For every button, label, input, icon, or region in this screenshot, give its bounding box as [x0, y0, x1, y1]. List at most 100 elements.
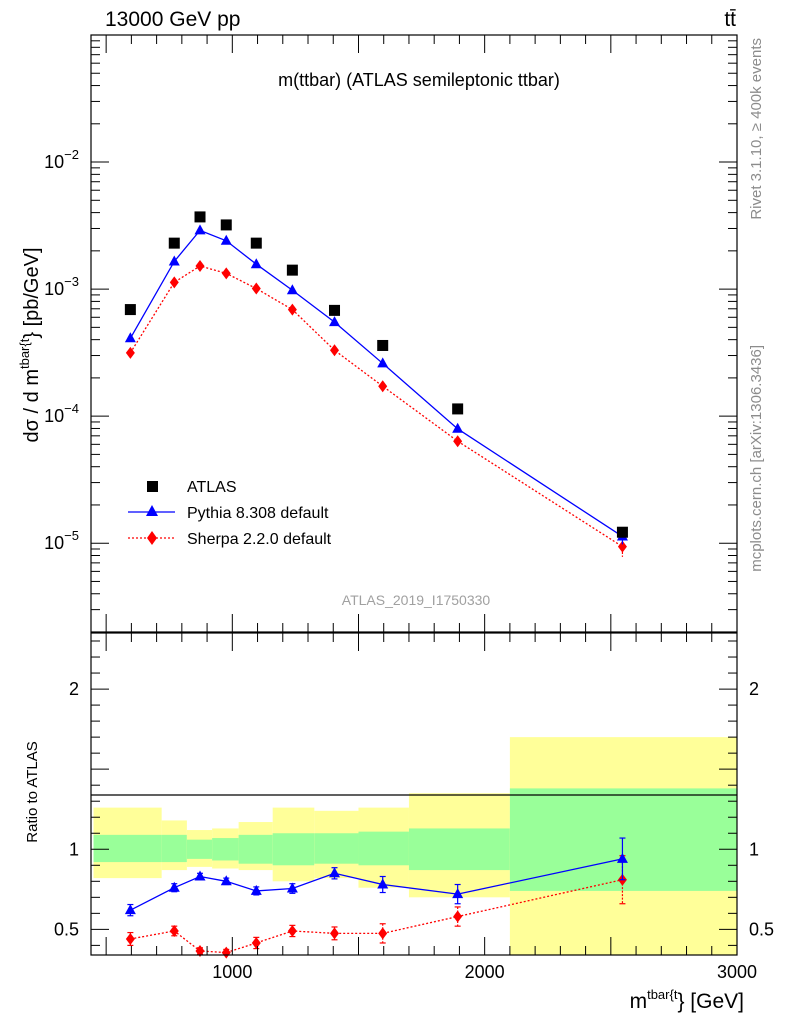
source-label: mcplots.cern.ch [arXiv:1306.3436] [748, 345, 765, 572]
ratio-band-inner [212, 838, 239, 861]
ratio-frame [90, 632, 738, 956]
main-ylabel-tail: } [pb/GeV] [21, 247, 43, 338]
ratio-sherpa-point [453, 910, 463, 923]
pythia-point [329, 316, 341, 327]
pythia-point [377, 357, 389, 368]
atlas-point [377, 339, 389, 351]
main-ytick-label-base: 10 [44, 533, 64, 553]
ratio-xlabel: mtbar{t} [GeV] [630, 987, 744, 1013]
ratio-pythia-line [130, 858, 623, 911]
process-label: tt̄ [724, 8, 736, 31]
ratio-pythia-point [168, 881, 180, 892]
ratio-band-inner [314, 833, 359, 864]
main-ytick-label: 10−3 [44, 274, 79, 299]
ratio-xtick-label: 1000 [212, 962, 252, 982]
ratio-sherpa-line [130, 879, 623, 954]
sherpa-point [617, 540, 627, 553]
ratio-xlabel-sup: tbar{t [647, 987, 678, 1002]
ratio-sherpa-point [195, 944, 205, 957]
ratio-band-inner [272, 833, 315, 866]
atlas-point [194, 211, 206, 223]
ratio-ytick-label-right: 2 [749, 679, 759, 699]
atlas-point [124, 304, 136, 316]
atlas-point [168, 237, 180, 249]
legend-sherpa-marker [147, 531, 157, 545]
main-ylabel-sup: tbar{t [17, 338, 32, 369]
sherpa-point [251, 282, 261, 295]
ratio-sherpa-point [287, 924, 297, 937]
atlas-point [616, 526, 628, 538]
ratio-ylabel: Ratio to ATLAS [24, 741, 41, 842]
sherpa-point [378, 380, 388, 393]
pythia-point [124, 332, 136, 343]
sherpa-point [453, 435, 463, 448]
atlas-point [220, 219, 232, 231]
main-ytick-label: 10−2 [44, 147, 79, 172]
ratio-sherpa-point [125, 932, 135, 945]
sherpa-point [221, 267, 231, 280]
ratio-ytick-label-right: 0.5 [749, 919, 774, 939]
main-frame [90, 34, 738, 633]
main-ylabel-main: dσ / d m [21, 369, 43, 442]
ratio-xtick-label: 2000 [465, 962, 505, 982]
ratio-pythia-point [220, 875, 232, 886]
sherpa-point [195, 259, 205, 272]
main-ytick-label: 10−5 [44, 528, 79, 553]
ratio-sherpa-point [169, 924, 179, 937]
ratio-band-inner [186, 839, 213, 859]
sherpa-line [129, 265, 623, 548]
pythia-point [220, 234, 232, 245]
ratio-band-inner [238, 834, 273, 864]
main-ylabel: dσ / d mtbar{t} [pb/GeV] [17, 247, 43, 442]
legend-atlas-label: ATLAS [187, 479, 237, 496]
ratio-pythia-point [329, 867, 341, 878]
main-ytick-label: 10−4 [44, 401, 79, 426]
legend-sherpa-label: Sherpa 2.2.0 default [187, 531, 332, 548]
ratio-sherpa-point [330, 927, 340, 940]
ratio-band-inner [509, 788, 737, 891]
sherpa-point [125, 346, 135, 359]
pythia-line [129, 229, 623, 537]
sherpa-point [330, 344, 340, 357]
ratio-xtick-label: 3000 [717, 962, 757, 982]
main-ytick-label-base: 10 [44, 279, 64, 299]
ratio-ytick-label: 2 [69, 679, 79, 699]
atlas-point [286, 264, 298, 276]
ratio-ytick-label: 1 [69, 839, 79, 859]
legend-atlas-marker [147, 481, 158, 492]
pythia-point [168, 255, 180, 266]
ratio-xlabel-tail: } [GeV] [677, 990, 744, 1013]
pythia-point [194, 224, 206, 235]
ratio-band-inner [93, 834, 162, 863]
ratio-band-inner [358, 831, 409, 866]
main-ytick-label-exp: −5 [64, 528, 79, 543]
main-ytick-label-exp: −3 [64, 274, 79, 289]
legend-pythia-label: Pythia 8.308 default [187, 505, 329, 522]
ratio-band-inner [161, 834, 187, 863]
ratio-ytick-label-right: 1 [749, 839, 759, 859]
ratio-band-inner [408, 828, 510, 871]
pythia-point [250, 258, 262, 269]
main-ytick-label-base: 10 [44, 152, 64, 172]
atlas-point [250, 237, 262, 249]
main-data-marks [124, 211, 628, 557]
atlas-point [329, 304, 341, 316]
main-ytick-label-exp: −4 [64, 401, 79, 416]
ratio-pythia-point [194, 870, 206, 881]
pythia-point [286, 284, 298, 295]
ratio-data-marks [124, 837, 628, 959]
rivet-label: Rivet 3.1.10, ≥ 400k events [748, 38, 765, 220]
atlas-point [452, 403, 464, 415]
ratio-ytick-label: 0.5 [54, 919, 79, 939]
main-panel: 10−210−310−410−5 m(ttbar) (ATLAS semilep… [17, 34, 738, 633]
ratio-pythia-point [452, 888, 464, 899]
ratio-sherpa-point [378, 927, 388, 940]
watermark: ATLAS_2019_I1750330 [342, 592, 491, 608]
legend-pythia-marker [146, 505, 158, 516]
pythia-point [452, 422, 464, 433]
ratio-sherpa-point [221, 946, 231, 959]
ratio-pythia-point [377, 878, 389, 889]
ratio-pythia-point [250, 884, 262, 895]
ratio-pythia-point [286, 882, 298, 893]
